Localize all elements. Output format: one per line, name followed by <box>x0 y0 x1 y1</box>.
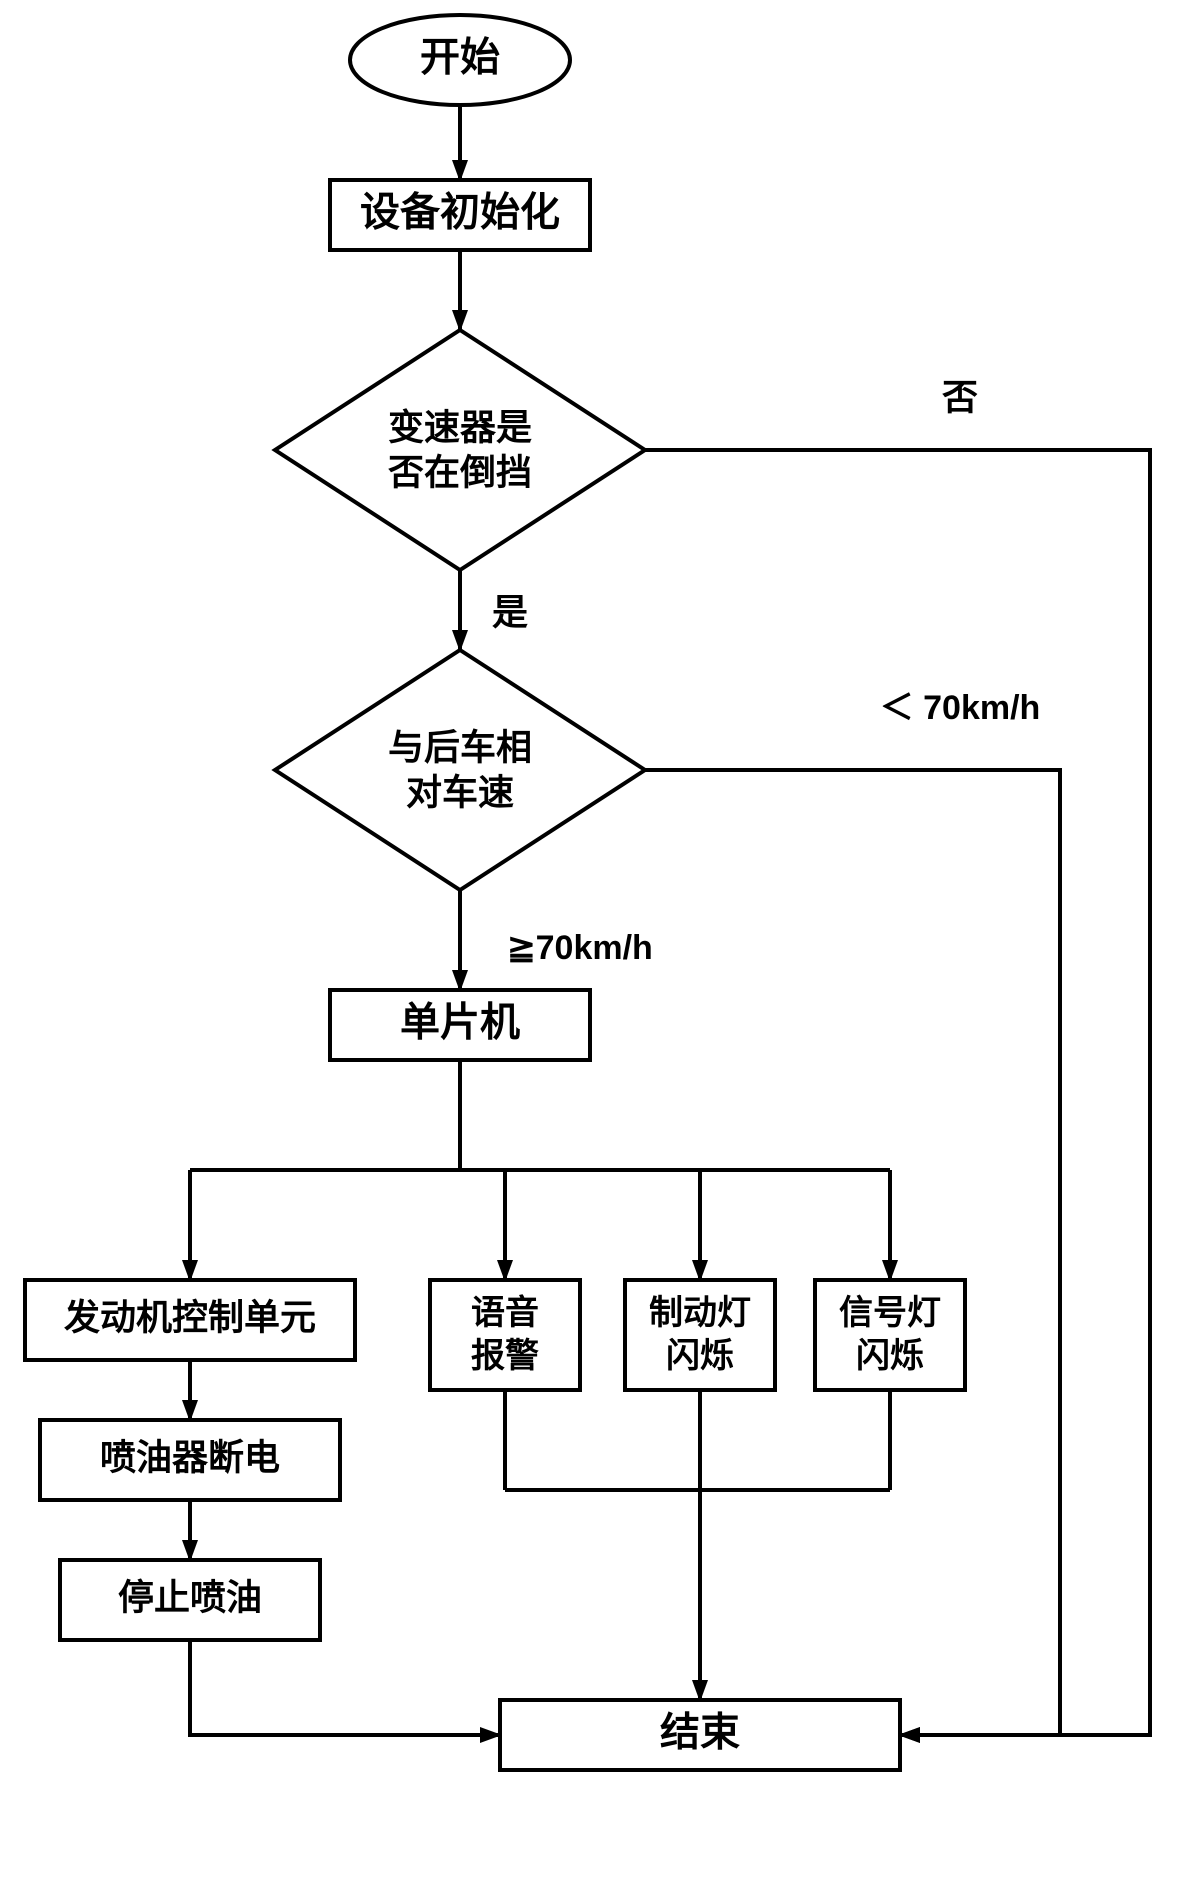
label-reverse-l1: 变速器是 <box>388 407 532 448</box>
node-voice-alarm: 语音 报警 <box>430 1280 580 1390</box>
node-inj-off: 喷油器断电 <box>40 1420 340 1500</box>
label-signal-l2: 闪烁 <box>856 1337 924 1375</box>
edge-stopfuel-end <box>190 1640 500 1735</box>
node-decision-reverse: 变速器是 否在倒挡 <box>275 330 645 570</box>
edge-reverse-no <box>645 450 1150 1735</box>
node-init: 设备初始化 <box>330 180 590 250</box>
node-mcu: 单片机 <box>330 990 590 1060</box>
label-stop-fuel: 停止喷油 <box>118 1577 262 1618</box>
label-start: 开始 <box>420 36 500 80</box>
node-ecu: 发动机控制单元 <box>25 1280 355 1360</box>
label-speed-l2: 对车速 <box>406 772 514 813</box>
node-stop-fuel: 停止喷油 <box>60 1560 320 1640</box>
label-init: 设备初始化 <box>360 191 560 235</box>
label-brake-l1: 制动灯 <box>649 1294 751 1332</box>
label-reverse-l2: 否在倒挡 <box>388 452 532 493</box>
node-end: 结束 <box>500 1700 900 1770</box>
label-mcu: 单片机 <box>400 1001 520 1045</box>
edge-speed-lt70 <box>645 770 1060 1735</box>
label-ecu: 发动机控制单元 <box>64 1297 316 1338</box>
label-inj-off: 喷油器断电 <box>100 1437 280 1478</box>
node-brake-light: 制动灯 闪烁 <box>625 1280 775 1390</box>
node-start: 开始 <box>350 15 570 105</box>
label-speed-l1: 与后车相 <box>388 727 532 768</box>
label-signal-l1: 信号灯 <box>839 1294 941 1332</box>
edge-label-ge70: ≧70km/h <box>507 929 653 967</box>
edge-label-lt70: ＜ 70km/h <box>880 689 1041 727</box>
edge-label-yes: 是 <box>492 592 528 633</box>
node-decision-speed: 与后车相 对车速 <box>275 650 645 890</box>
flowchart-canvas: 是 否 ≧70km/h ＜ 70km/h 开始 设备初始化 变速器是 否在倒挡 <box>0 0 1195 1885</box>
label-voice-l1: 语音 <box>471 1294 539 1332</box>
label-voice-l2: 报警 <box>471 1337 539 1375</box>
label-end: 结束 <box>660 1711 740 1755</box>
label-brake-l2: 闪烁 <box>666 1337 734 1375</box>
node-signal-light: 信号灯 闪烁 <box>815 1280 965 1390</box>
edge-label-no: 否 <box>942 377 978 418</box>
